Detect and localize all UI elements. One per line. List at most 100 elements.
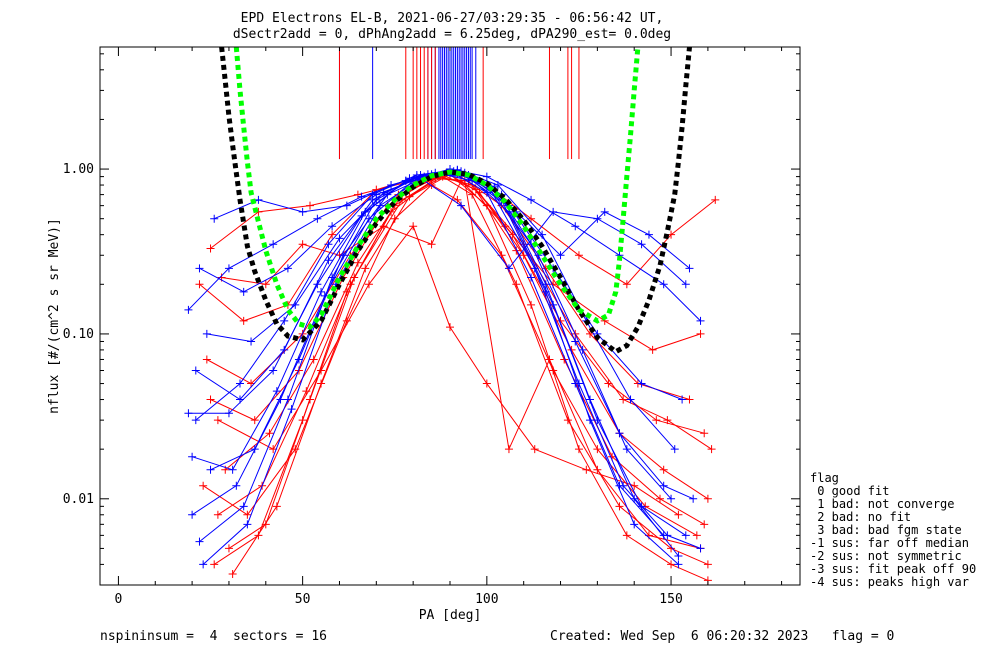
data-point-plus [357,192,366,201]
data-point-plus [210,214,219,223]
data-point-plus [644,230,653,239]
data-point-plus [578,345,587,354]
data-point-plus [184,409,193,418]
data-point-plus [239,287,248,296]
data-point-plus [199,481,208,490]
data-point-plus [280,316,289,325]
x-tick-label: 0 [115,592,123,607]
data-point-plus [184,305,193,314]
data-point-plus [294,355,303,364]
legend-entry: -2 sus: not symmetric [810,549,962,563]
data-point-plus [600,207,609,216]
data-point-plus [659,280,668,289]
data-point-plus [195,264,204,273]
data-point-plus [250,445,259,454]
data-point-plus [648,345,657,354]
data-point-plus [313,214,322,223]
data-point-plus [254,195,263,204]
data-point-plus [504,445,513,454]
legend: flag 0 good fit 1 bad: not converge 2 ba… [810,471,976,589]
data-point-plus [372,195,381,204]
data-point-plus [298,416,307,425]
data-point-plus [405,192,414,201]
data-point-plus [195,537,204,546]
data-point-plus [582,465,591,474]
data-point-plus [376,201,384,210]
data-point-plus [361,264,370,273]
data-point-plus [232,481,241,490]
data-point-plus [586,416,594,425]
data-series-line [217,176,705,525]
x-tick-label: 150 [659,592,682,607]
data-point-plus [224,264,233,273]
data-point-plus [228,465,237,474]
data-point-plus [527,300,536,309]
data-point-plus [619,395,628,404]
data-point-plus [387,181,396,190]
data-point-plus [571,222,580,231]
data-point-plus [202,329,211,338]
data-point-plus [265,429,274,438]
data-series-line [221,179,701,351]
data-point-plus [681,280,690,289]
data-series-line [191,170,665,536]
data-point-plus [239,502,248,511]
data-point-plus [283,264,292,273]
data-point-plus [236,395,244,404]
data-point-plus [324,240,333,249]
chart-title-line1: EPD Electrons EL-B, 2021-06-27/03:29:35 … [241,11,664,26]
legend-entry: 1 bad: not converge [810,497,955,511]
data-point-plus [689,494,698,503]
data-point-plus [342,201,351,210]
data-point-plus [309,355,318,364]
legend-entry: 2 bad: no fit [810,510,911,524]
data-point-plus [416,171,425,180]
data-point-plus [213,416,222,425]
data-point-plus [700,429,709,438]
y-tick-label: 1.00 [63,162,94,177]
x-tick-label: 50 [295,592,311,607]
data-point-plus [243,510,252,519]
data-series-line [191,170,701,549]
data-point-plus [685,395,694,404]
data-series-line [199,177,687,293]
data-point-plus [247,337,256,346]
data-point-plus [236,379,244,388]
data-point-plus [626,395,635,404]
data-point-plus [272,387,281,396]
data-point-plus [703,494,712,503]
data-point-plus [457,201,466,210]
data-point-plus [298,207,307,216]
data-point-plus [541,280,550,289]
fit-curve-green [233,47,641,330]
data-point-plus [586,395,594,404]
data-point-plus [512,280,521,289]
data-point-plus [493,181,502,190]
data-point-plus [213,510,222,519]
data-point-plus [364,280,373,289]
data-point-plus [272,502,281,511]
data-point-plus [667,560,676,569]
data-point-plus [574,445,583,454]
data-point-plus [696,544,705,553]
data-series-line [232,173,709,581]
data-series-line [188,169,694,500]
data-point-plus [670,445,679,454]
data-point-plus [593,465,602,474]
data-point-plus [239,316,248,325]
data-point-plus [615,502,624,511]
data-point-plus [409,222,418,231]
data-point-plus [446,323,454,332]
fit-curve-black [219,47,692,355]
data-point-plus [622,280,631,289]
data-point-plus [659,465,668,474]
chart-marks [184,47,720,585]
data-point-plus [512,246,521,255]
data-point-plus [243,520,252,529]
data-point-plus [659,481,668,490]
data-point-plus [685,264,694,273]
data-point-plus [696,329,705,338]
y-tick-label: 0.10 [63,327,94,342]
chart-title-line2: dSectr2add = 0, dPhAng2add = 6.25deg, dP… [233,27,671,42]
data-point-plus [269,366,278,375]
